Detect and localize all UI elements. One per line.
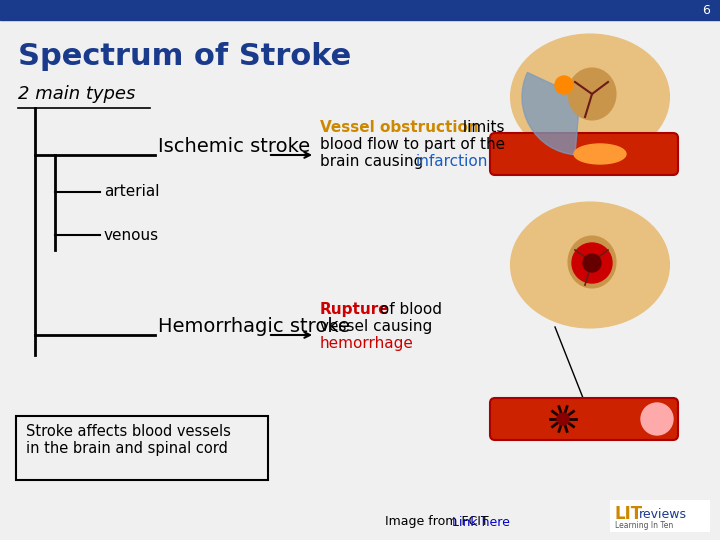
Text: Vessel obstruction: Vessel obstruction	[320, 120, 479, 135]
Circle shape	[555, 76, 573, 94]
Circle shape	[641, 403, 673, 435]
Text: 2 main types: 2 main types	[18, 85, 135, 103]
Circle shape	[583, 254, 601, 272]
Text: Spectrum of Stroke: Spectrum of Stroke	[18, 42, 351, 71]
FancyBboxPatch shape	[490, 398, 678, 440]
Text: Hemorrhagic stroke: Hemorrhagic stroke	[158, 318, 350, 336]
Ellipse shape	[574, 144, 626, 164]
Text: Ischemic stroke: Ischemic stroke	[158, 138, 310, 157]
Text: Learning In Ten: Learning In Ten	[615, 522, 673, 530]
FancyBboxPatch shape	[490, 133, 678, 175]
Text: reviews: reviews	[639, 508, 687, 521]
Text: blood flow to part of the: blood flow to part of the	[320, 137, 505, 152]
Bar	[0, 0, 720, 20]
Text: of blood: of blood	[375, 302, 442, 317]
Bar	[610, 500, 710, 532]
Text: Image from FCIT: Image from FCIT	[385, 516, 492, 529]
Ellipse shape	[568, 236, 616, 288]
Ellipse shape	[511, 202, 669, 327]
Text: 6: 6	[702, 3, 710, 17]
Circle shape	[557, 413, 569, 425]
Text: brain causing: brain causing	[320, 154, 428, 169]
Text: infarction: infarction	[416, 154, 488, 169]
Text: limits: limits	[458, 120, 505, 135]
Text: vessel causing: vessel causing	[320, 319, 432, 334]
Text: arterial: arterial	[104, 185, 160, 199]
Text: Stroke affects blood vessels
in the brain and spinal cord: Stroke affects blood vessels in the brai…	[26, 424, 231, 456]
Text: venous: venous	[104, 227, 159, 242]
Ellipse shape	[568, 68, 616, 120]
Text: LIT: LIT	[615, 505, 643, 523]
Text: Link here: Link here	[452, 516, 510, 529]
Circle shape	[572, 243, 612, 283]
FancyBboxPatch shape	[16, 416, 268, 480]
Text: hemorrhage: hemorrhage	[320, 336, 414, 351]
Text: Rupture: Rupture	[320, 302, 390, 317]
Wedge shape	[522, 72, 580, 155]
Ellipse shape	[511, 35, 669, 159]
